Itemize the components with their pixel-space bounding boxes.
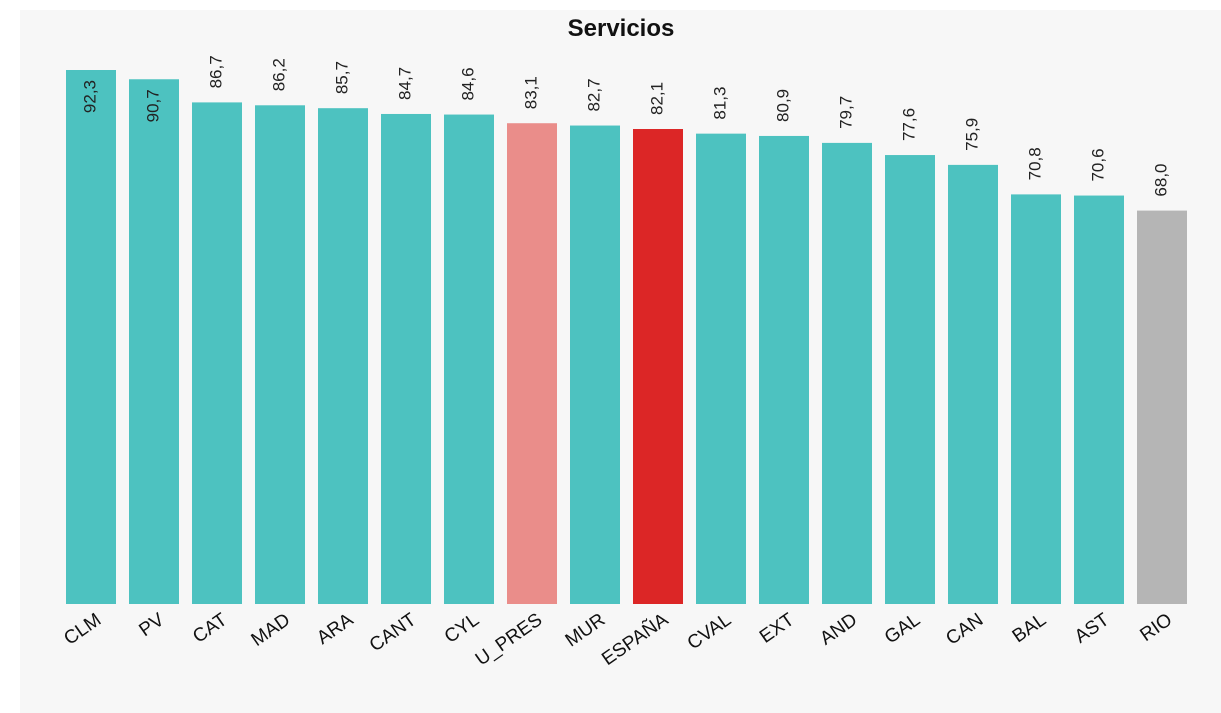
value-label-can: 75,9 — [962, 118, 981, 151]
bar-ara — [318, 108, 368, 605]
x-tick-clm: CLM — [60, 609, 105, 649]
bar-u_pres — [507, 123, 557, 604]
x-tick-rio: RIO — [1136, 609, 1176, 646]
x-tick-mur: MUR — [562, 609, 609, 651]
x-tick-cat: CAT — [189, 609, 231, 647]
x-tick-ara: ARA — [313, 609, 357, 649]
bar-rio — [1137, 210, 1187, 604]
x-tick-ast: AST — [1071, 609, 1114, 648]
bars-group — [66, 70, 1187, 605]
value-labels-group: 92,3 90,7 86,7 86,2 85,7 84,7 84,6 83,1 82,7 82,1… — [80, 55, 1170, 196]
value-label-u_pres: 83,1 — [521, 76, 540, 109]
value-label-bal: 70,8 — [1025, 147, 1044, 180]
chart-title: Servicios — [568, 15, 675, 42]
x-tick-mad: MAD — [248, 609, 295, 650]
x-tick-gal: GAL — [881, 609, 924, 648]
value-label-ast: 70,6 — [1088, 148, 1107, 181]
bar-cval — [696, 133, 746, 604]
value-label-mur: 82,7 — [584, 78, 603, 111]
value-label-españa: 82,1 — [647, 82, 666, 115]
bar-cyl — [444, 114, 494, 604]
x-tick-cant: CANT — [366, 609, 421, 656]
value-label-cat: 86,7 — [206, 55, 225, 88]
value-label-and: 79,7 — [836, 96, 855, 129]
x-tick-pv: PV — [135, 609, 168, 641]
bar-mad — [255, 105, 305, 604]
bar-mur — [570, 125, 620, 605]
x-tick-and: AND — [816, 609, 861, 649]
bar-cat — [192, 102, 242, 605]
bar-clm — [66, 70, 116, 604]
value-label-pv: 90,7 — [143, 89, 162, 122]
x-tick-cval: CVAL — [684, 609, 736, 654]
value-label-cyl: 84,6 — [458, 67, 477, 100]
bar-ast — [1074, 195, 1124, 604]
x-tick-españa: ESPAÑA — [598, 608, 673, 670]
value-label-cval: 81,3 — [710, 87, 729, 120]
value-label-ext: 80,9 — [773, 89, 792, 122]
bar-gal — [885, 155, 935, 605]
bar-can — [948, 164, 998, 605]
value-label-rio: 68,0 — [1151, 163, 1170, 196]
value-label-mad: 86,2 — [269, 58, 288, 91]
x-tick-bal: BAL — [1009, 609, 1050, 647]
bar-pv — [129, 79, 179, 604]
value-label-gal: 77,6 — [899, 108, 918, 141]
x-tick-u_pres: U_PRES — [472, 609, 546, 670]
value-label-clm: 92,3 — [80, 80, 99, 113]
chart-panel: Servicios 92,3 90,7 86,7 86,2 85,7 84,7 84,6 83… — [20, 10, 1221, 713]
bar-españa — [633, 129, 683, 605]
value-label-cant: 84,7 — [395, 67, 414, 100]
x-tick-ext: EXT — [756, 609, 799, 648]
bar-bal — [1011, 194, 1061, 604]
x-tick-cyl: CYL — [441, 609, 483, 647]
x-tick-can: CAN — [942, 609, 987, 649]
bar-and — [822, 142, 872, 604]
bar-ext — [759, 135, 809, 604]
bar-cant — [381, 113, 431, 604]
bar-chart: Servicios 92,3 90,7 86,7 86,2 85,7 84,7 84,6 83… — [60, 15, 1187, 670]
value-label-ara: 85,7 — [332, 61, 351, 94]
